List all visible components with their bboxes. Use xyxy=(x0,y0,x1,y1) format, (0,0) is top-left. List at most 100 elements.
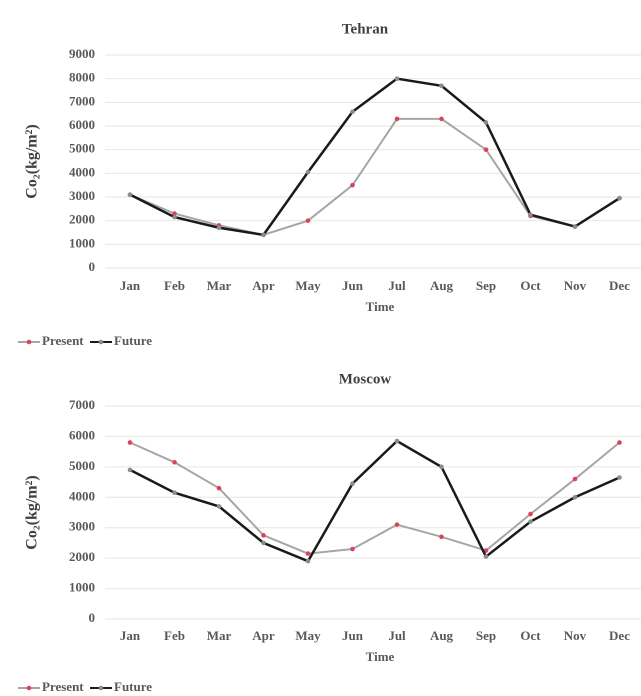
x-tick-label: Nov xyxy=(564,628,587,643)
x-tick-label: Nov xyxy=(564,278,587,293)
legend-label: Present xyxy=(42,679,84,694)
y-tick-label: 6000 xyxy=(69,427,95,442)
y-tick-label: 7000 xyxy=(69,397,95,412)
point-marker xyxy=(572,476,578,482)
x-tick-label: Jan xyxy=(120,278,141,293)
point-marker xyxy=(439,464,444,470)
point-marker xyxy=(394,522,400,527)
y-tick-label: 8000 xyxy=(69,70,95,85)
point-marker xyxy=(261,540,266,546)
point-marker xyxy=(127,440,133,445)
x-tick-label: Dec xyxy=(609,278,630,293)
point-marker xyxy=(172,490,177,496)
point-marker xyxy=(350,109,355,115)
series-line xyxy=(129,441,621,555)
series-line xyxy=(129,439,621,563)
point-marker xyxy=(172,459,177,465)
x-tick-label: Oct xyxy=(520,628,541,643)
y-axis-label: Co₂(kg/m²) xyxy=(24,124,41,198)
point-marker xyxy=(261,232,266,238)
legend-label: Present xyxy=(42,333,84,348)
x-tick-label: Sep xyxy=(476,628,496,643)
point-marker xyxy=(572,224,578,229)
x-tick-label: Mar xyxy=(207,628,232,643)
point-marker xyxy=(394,116,400,122)
x-tick-label: Dec xyxy=(609,628,630,643)
x-tick-label: Feb xyxy=(164,628,185,643)
chart-title: Tehran xyxy=(342,21,389,37)
point-marker xyxy=(483,147,489,152)
point-marker xyxy=(439,534,444,540)
y-tick-label: 0 xyxy=(89,259,96,274)
point-marker xyxy=(528,519,533,524)
y-tick-label: 1000 xyxy=(69,580,95,595)
point-marker xyxy=(439,116,444,122)
point-marker xyxy=(483,554,489,559)
point-marker xyxy=(261,533,266,538)
y-tick-label: 5000 xyxy=(69,458,95,473)
legend-marker xyxy=(98,685,104,691)
point-marker xyxy=(305,551,311,556)
x-tick-label: Jun xyxy=(342,278,364,293)
point-marker xyxy=(439,83,444,89)
legend-label: Future xyxy=(114,679,152,694)
series-line xyxy=(129,77,621,237)
point-marker xyxy=(528,511,533,517)
point-marker xyxy=(617,440,622,445)
y-tick-label: 3000 xyxy=(69,188,95,203)
point-marker xyxy=(172,211,177,216)
point-marker xyxy=(394,438,400,444)
x-tick-label: May xyxy=(295,628,321,643)
y-tick-label: 0 xyxy=(89,610,96,625)
point-marker xyxy=(305,558,311,564)
point-marker xyxy=(350,481,355,486)
x-tick-label: Aug xyxy=(430,278,454,293)
x-axis-label: Time xyxy=(366,299,395,314)
point-marker xyxy=(572,494,578,500)
y-tick-label: 4000 xyxy=(69,164,95,179)
point-marker xyxy=(172,214,177,220)
point-marker xyxy=(305,218,311,223)
point-marker xyxy=(617,195,622,201)
y-axis-label: Co₂(kg/m²) xyxy=(24,475,41,549)
y-tick-label: 7000 xyxy=(69,93,95,108)
x-tick-label: Apr xyxy=(252,278,275,293)
x-tick-label: Jan xyxy=(120,628,141,643)
x-tick-label: Jul xyxy=(388,278,406,293)
point-marker xyxy=(127,192,133,197)
x-tick-label: Sep xyxy=(476,278,496,293)
legend-marker xyxy=(26,339,32,345)
y-tick-label: 2000 xyxy=(69,212,95,227)
point-marker xyxy=(483,120,489,125)
legend-marker xyxy=(26,685,32,691)
legend-marker xyxy=(98,339,104,345)
x-tick-label: Apr xyxy=(252,628,275,643)
point-marker xyxy=(528,212,533,218)
point-marker xyxy=(305,169,311,175)
x-tick-label: Oct xyxy=(520,278,541,293)
point-marker xyxy=(127,467,133,473)
x-tick-label: Mar xyxy=(207,278,232,293)
x-tick-label: Jun xyxy=(342,628,364,643)
point-marker xyxy=(216,485,222,491)
y-tick-label: 3000 xyxy=(69,519,95,534)
point-marker xyxy=(216,225,222,231)
y-tick-label: 4000 xyxy=(69,488,95,503)
y-tick-label: 6000 xyxy=(69,117,95,132)
x-tick-label: Jul xyxy=(388,628,406,643)
point-marker xyxy=(350,182,355,188)
x-axis-label: Time xyxy=(366,649,395,664)
point-marker xyxy=(617,475,622,480)
legend-label: Future xyxy=(114,333,152,348)
x-tick-label: May xyxy=(295,278,321,293)
point-marker xyxy=(216,504,222,509)
y-tick-label: 2000 xyxy=(69,549,95,564)
point-marker xyxy=(350,546,355,552)
chart-title: Moscow xyxy=(339,371,392,387)
x-tick-label: Aug xyxy=(430,628,454,643)
x-tick-label: Feb xyxy=(164,278,185,293)
series-line xyxy=(129,117,621,236)
point-marker xyxy=(394,76,400,81)
y-tick-label: 9000 xyxy=(69,46,95,61)
